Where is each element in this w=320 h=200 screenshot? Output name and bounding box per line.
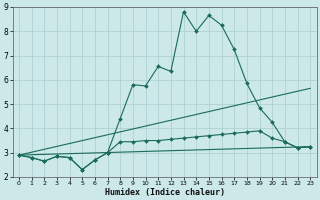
X-axis label: Humidex (Indice chaleur): Humidex (Indice chaleur) bbox=[105, 188, 225, 197]
